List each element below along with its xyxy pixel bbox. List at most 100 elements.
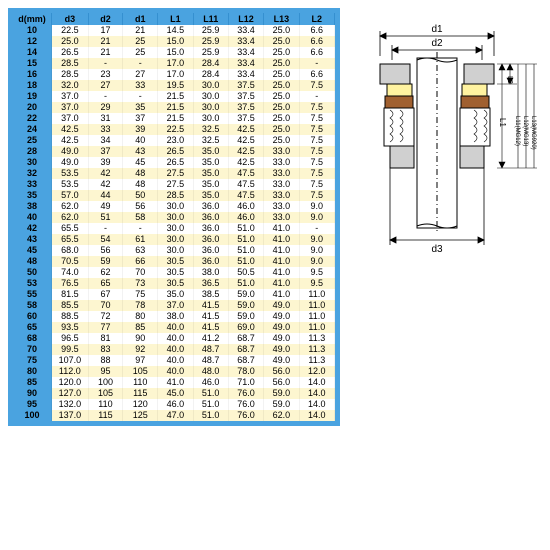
cell: 9.0 (299, 201, 334, 212)
table-row: 95132.011012046.051.076.059.014.0 (13, 399, 335, 410)
cell: 74.0 (52, 267, 88, 278)
cell: 37.0 (52, 91, 88, 102)
cell: 47.5 (228, 190, 263, 201)
cell: 105 (123, 366, 158, 377)
cell: 71.0 (228, 377, 263, 388)
table-row: 1628.5232717.028.433.425.06.6 (13, 69, 335, 80)
table-row: 2849.0374326.535.042.533.07.5 (13, 146, 335, 157)
cell: 51.0 (228, 278, 263, 289)
cell: 68.7 (228, 355, 263, 366)
cell: 35.0 (193, 179, 228, 190)
table-row: 1225.0212515.025.933.425.06.6 (13, 36, 335, 47)
cell: 73 (123, 278, 158, 289)
cell: 115 (123, 388, 158, 399)
cell: 42.5 (228, 124, 263, 135)
cell: 85.5 (52, 300, 88, 311)
cell: 53.5 (52, 179, 88, 190)
cell: 78.0 (228, 366, 263, 377)
cell: 49.0 (264, 355, 299, 366)
cell: 14.5 (158, 25, 193, 36)
cell: 42.5 (52, 135, 88, 146)
table-row: 90127.010511545.051.076.059.014.0 (13, 388, 335, 399)
cell: 51.0 (228, 245, 263, 256)
cell: 23 (88, 69, 123, 80)
table-row: 4568.0566330.036.051.041.09.0 (13, 245, 335, 256)
table-row: 6896.5819040.041.268.749.011.3 (13, 333, 335, 344)
cell: 41.0 (264, 234, 299, 245)
cell: 25.0 (264, 135, 299, 146)
cell: 11.0 (299, 322, 334, 333)
cell: 33.0 (264, 201, 299, 212)
cell: 17.0 (158, 58, 193, 69)
cell: 30.0 (158, 212, 193, 223)
cell: 25.0 (264, 80, 299, 91)
cell: 57.0 (52, 190, 88, 201)
cell: - (123, 58, 158, 69)
cell: 26.5 (52, 47, 88, 58)
cell: 47.5 (228, 168, 263, 179)
label-l12: L12(MG13) (522, 116, 528, 146)
cell: 23.0 (158, 135, 193, 146)
cell: 11.0 (299, 300, 334, 311)
cell: 41.0 (264, 267, 299, 278)
cell: 33 (123, 80, 158, 91)
cell: 50.5 (228, 267, 263, 278)
cell: 41.5 (193, 311, 228, 322)
cell: 45 (123, 157, 158, 168)
cell: 55 (13, 289, 52, 300)
cell: 25.9 (193, 25, 228, 36)
table-row: 4265.5--30.036.051.041.0- (13, 223, 335, 234)
cell: 41.0 (264, 289, 299, 300)
cell: 137.0 (52, 410, 88, 421)
label-l1: L1 (498, 118, 507, 127)
cell: 45 (13, 245, 52, 256)
cell: 33.0 (264, 168, 299, 179)
cell: 25.0 (264, 69, 299, 80)
cell: 56.0 (264, 377, 299, 388)
cell: 49.0 (52, 146, 88, 157)
table-row: 75107.0889740.048.768.749.011.3 (13, 355, 335, 366)
cell: 48 (123, 179, 158, 190)
cell: 47.0 (158, 410, 193, 421)
cell: 25.0 (264, 36, 299, 47)
cell: 92 (123, 344, 158, 355)
cell: 36.0 (193, 201, 228, 212)
cell: 49.0 (264, 322, 299, 333)
cell: 7.5 (299, 80, 334, 91)
cell: - (299, 223, 334, 234)
table-row: 3557.0445028.535.047.533.07.5 (13, 190, 335, 201)
cell: 53 (13, 278, 52, 289)
cell: 32.5 (193, 135, 228, 146)
cell: 99.5 (52, 344, 88, 355)
cell: 95 (13, 399, 52, 410)
cell: 20 (13, 102, 52, 113)
col-header: d2 (88, 13, 123, 25)
cell: 9.5 (299, 267, 334, 278)
table-row: 5074.0627030.538.050.541.09.5 (13, 267, 335, 278)
cell: 37.5 (228, 102, 263, 113)
cell: 11.3 (299, 333, 334, 344)
cell: 30.5 (158, 267, 193, 278)
table-row: 1426.5212515.025.933.425.06.6 (13, 47, 335, 58)
cell: 32.0 (52, 80, 88, 91)
cell: 22.5 (52, 25, 88, 36)
cell: 47.5 (228, 179, 263, 190)
cell: 62.0 (52, 212, 88, 223)
label-l13: L13(MG920) (530, 116, 536, 150)
cell: 65.5 (52, 223, 88, 234)
table-row: 1022.5172114.525.933.425.06.6 (13, 25, 335, 36)
cell: 36.0 (193, 234, 228, 245)
cell: 59.0 (228, 289, 263, 300)
cell: 39 (88, 157, 123, 168)
cell: 28.4 (193, 69, 228, 80)
cell: 81 (88, 333, 123, 344)
cell: 30.0 (193, 91, 228, 102)
cell: 36.0 (193, 212, 228, 223)
table-row: 85120.010011041.046.071.056.014.0 (13, 377, 335, 388)
cell: 25.9 (193, 47, 228, 58)
cell: 25.0 (264, 25, 299, 36)
cell: 37 (123, 113, 158, 124)
cell: 35.0 (193, 168, 228, 179)
cell: 32 (13, 168, 52, 179)
cell: 97 (123, 355, 158, 366)
